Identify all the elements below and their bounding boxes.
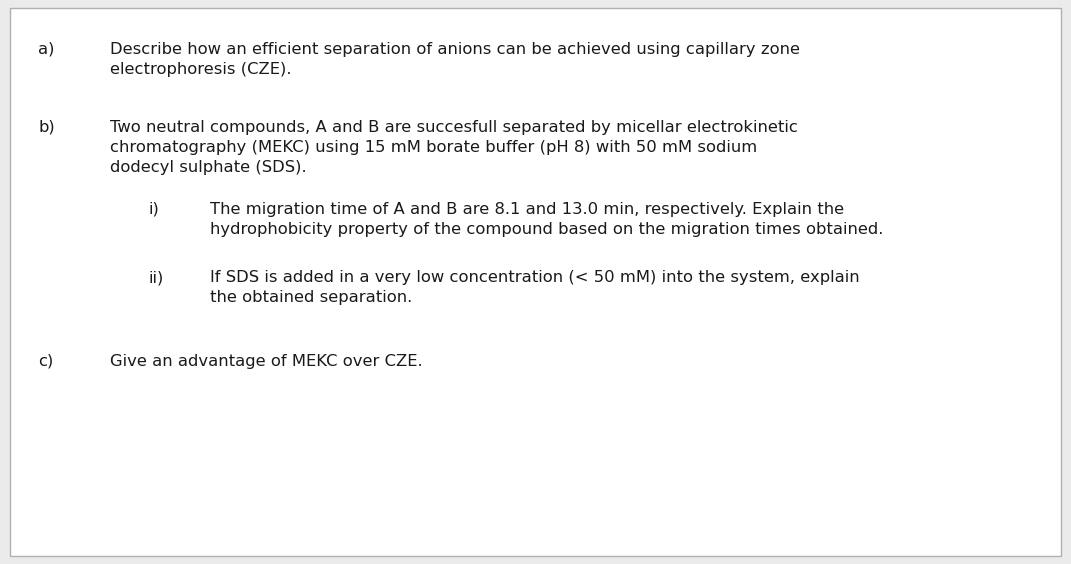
- Text: chromatography (MEKC) using 15 mM borate buffer (pH 8) with 50 mM sodium: chromatography (MEKC) using 15 mM borate…: [110, 140, 757, 155]
- Text: Two neutral compounds, A and B are succesfull separated by micellar electrokinet: Two neutral compounds, A and B are succe…: [110, 120, 798, 135]
- Text: hydrophobicity property of the compound based on the migration times obtained.: hydrophobicity property of the compound …: [210, 222, 884, 237]
- Text: a): a): [37, 42, 55, 57]
- Text: ii): ii): [148, 270, 164, 285]
- Text: electrophoresis (CZE).: electrophoresis (CZE).: [110, 62, 291, 77]
- Text: b): b): [37, 120, 55, 135]
- Text: If SDS is added in a very low concentration (< 50 mM) into the system, explain: If SDS is added in a very low concentrat…: [210, 270, 860, 285]
- Text: The migration time of A and B are 8.1 and 13.0 min, respectively. Explain the: The migration time of A and B are 8.1 an…: [210, 202, 844, 217]
- Text: Give an advantage of MEKC over CZE.: Give an advantage of MEKC over CZE.: [110, 354, 423, 369]
- Text: c): c): [37, 354, 54, 369]
- Text: Describe how an efficient separation of anions can be achieved using capillary z: Describe how an efficient separation of …: [110, 42, 800, 57]
- Text: i): i): [148, 202, 159, 217]
- Text: dodecyl sulphate (SDS).: dodecyl sulphate (SDS).: [110, 160, 306, 175]
- Text: the obtained separation.: the obtained separation.: [210, 290, 412, 305]
